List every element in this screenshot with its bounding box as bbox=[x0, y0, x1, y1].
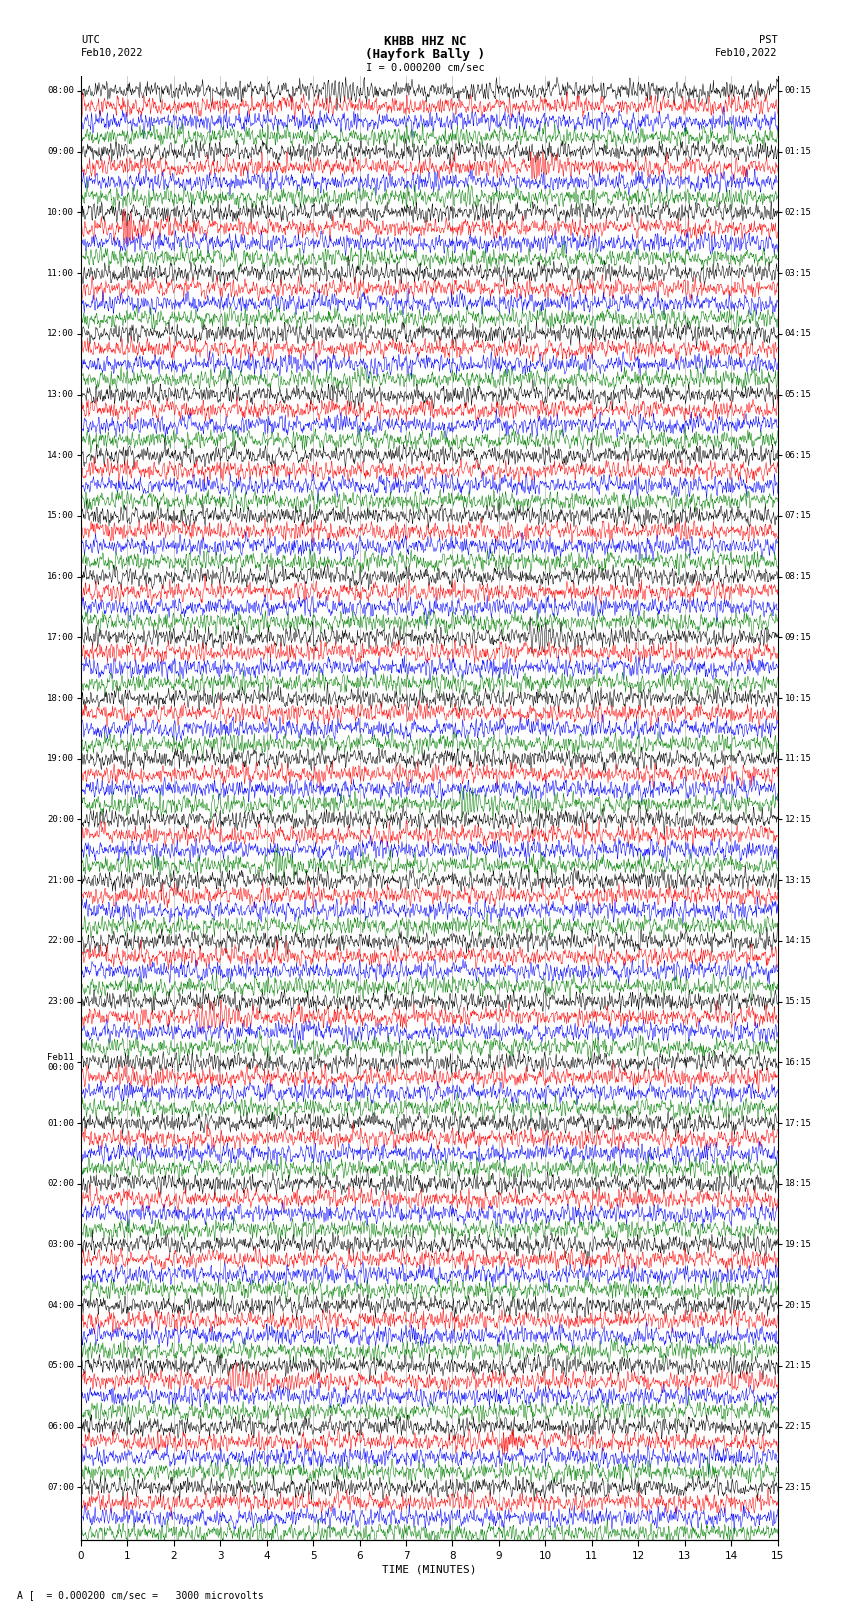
Text: Feb10,2022: Feb10,2022 bbox=[715, 48, 778, 58]
Text: A [  = 0.000200 cm/sec =   3000 microvolts: A [ = 0.000200 cm/sec = 3000 microvolts bbox=[17, 1590, 264, 1600]
Text: (Hayfork Bally ): (Hayfork Bally ) bbox=[365, 48, 485, 61]
X-axis label: TIME (MINUTES): TIME (MINUTES) bbox=[382, 1565, 477, 1574]
Text: UTC: UTC bbox=[81, 35, 99, 45]
Text: KHBB HHZ NC: KHBB HHZ NC bbox=[383, 35, 467, 48]
Text: Feb10,2022: Feb10,2022 bbox=[81, 48, 144, 58]
Text: PST: PST bbox=[759, 35, 778, 45]
Text: I = 0.000200 cm/sec: I = 0.000200 cm/sec bbox=[366, 63, 484, 73]
